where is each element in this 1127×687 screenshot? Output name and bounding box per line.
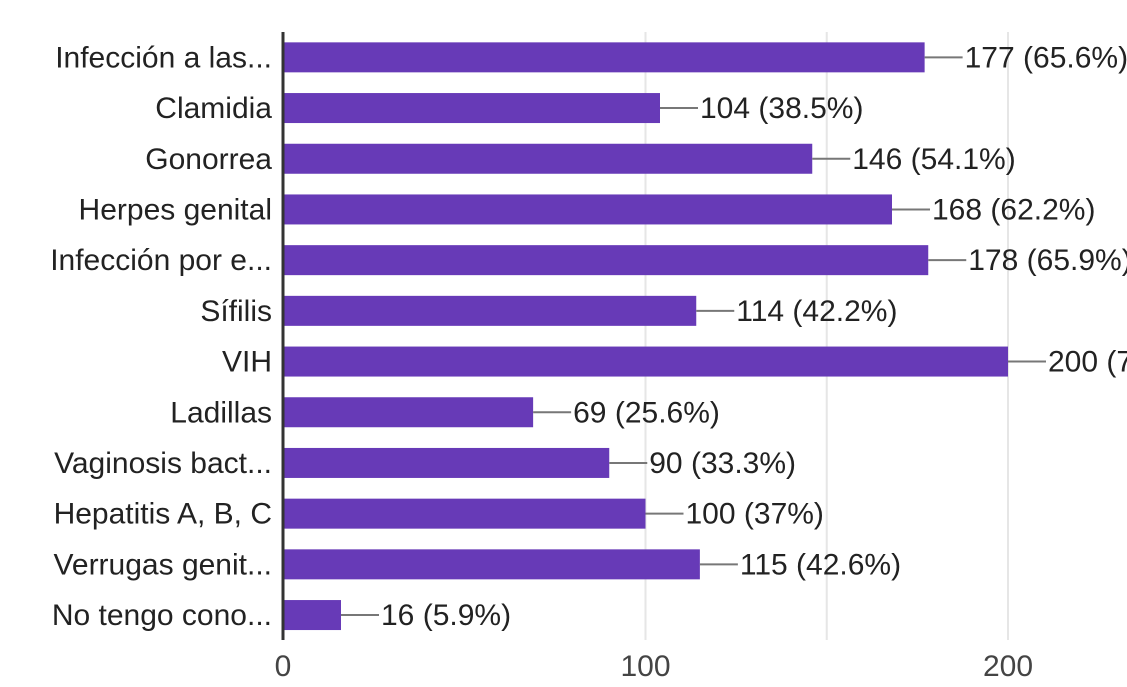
category-label: Verrugas genit... [54, 548, 272, 581]
bar [283, 397, 534, 428]
value-label: 69 (25.6%) [573, 396, 720, 429]
bar [283, 447, 610, 478]
x-axis-ticks: 0 100 200 [275, 650, 1033, 683]
category-labels: Infección a las... Clamidia Gonorrea Herpes… [50, 41, 272, 632]
bar [283, 549, 700, 580]
value-label: 178 (65.9%) [968, 244, 1127, 277]
x-tick-label: 100 [620, 650, 670, 683]
bar [283, 42, 925, 73]
value-label: 16 (5.9%) [381, 599, 511, 632]
bar [283, 245, 929, 276]
value-label: 115 (42.6%) [740, 548, 901, 581]
value-label: 114 (42.2%) [736, 295, 897, 328]
bar [283, 93, 660, 124]
category-label: Infección por e... [50, 244, 272, 277]
x-tick-label: 0 [275, 650, 292, 683]
category-label: Ladillas [170, 396, 272, 429]
category-label: Herpes genital [79, 193, 272, 226]
value-label: 100 (37%) [686, 498, 824, 531]
value-labels: 177 (65.6%) 104 (38.5%) 146 (54.1%) 168 (62… [381, 41, 1127, 632]
bar [283, 600, 341, 631]
value-label: 90 (33.3%) [649, 447, 796, 480]
category-label: Sífilis [200, 295, 272, 328]
bars [283, 42, 1008, 631]
bar [283, 295, 697, 326]
bar [283, 143, 813, 174]
bar [283, 194, 892, 225]
value-label: 146 (54.1%) [852, 143, 1015, 176]
category-label: No tengo cono... [52, 599, 272, 632]
leader-lines [341, 56, 1046, 617]
value-label: 104 (38.5%) [700, 92, 863, 125]
value-label: 177 (65.6%) [965, 41, 1127, 74]
value-label: 200 (74.1%) [1048, 346, 1127, 379]
bar [283, 346, 1008, 377]
x-tick-label: 200 [983, 650, 1033, 683]
category-label: Gonorrea [145, 143, 272, 176]
category-label: Vaginosis bact... [54, 447, 272, 480]
category-label: Clamidia [155, 92, 272, 125]
grid-lines [644, 32, 1009, 640]
bar [283, 498, 646, 529]
category-label: VIH [222, 346, 272, 379]
category-label: Infección a las... [55, 41, 272, 74]
category-label: Hepatitis A, B, C [54, 498, 272, 531]
value-label: 168 (62.2%) [932, 193, 1095, 226]
